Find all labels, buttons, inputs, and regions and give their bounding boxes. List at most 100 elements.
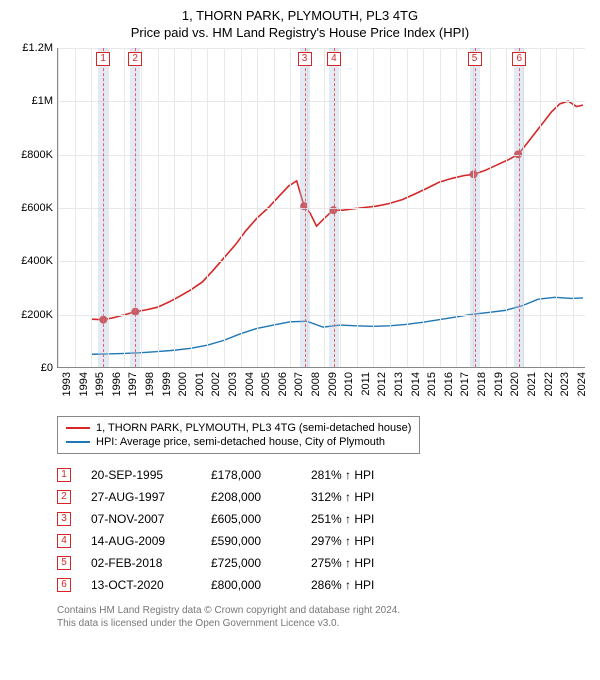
x-axis-label: 2013 [393,372,405,396]
gridline-v [274,48,275,367]
y-axis-label: £600K [15,202,53,214]
gridline-v [456,48,457,367]
x-axis-label: 1993 [61,372,73,396]
chart-area: 123456 £0£200K£400K£600K£800K£1M£1.2M199… [15,48,585,408]
x-axis-label: 2012 [376,372,388,396]
chart-subtitle: Price paid vs. HM Land Registry's House … [15,25,585,40]
x-axis-label: 1996 [111,372,123,396]
x-axis-label: 1997 [127,372,139,396]
x-axis-label: 2016 [443,372,455,396]
gridline-v [506,48,507,367]
transaction-number-box: 6 [57,578,71,592]
footer: Contains HM Land Registry data © Crown c… [57,604,585,630]
gridline-v [490,48,491,367]
y-axis-label: £400K [15,255,53,267]
transaction-date: 20-SEP-1995 [91,468,191,482]
gridline-v [357,48,358,367]
x-axis-label: 2018 [476,372,488,396]
y-axis-label: £0 [15,362,53,374]
transaction-pct: 286% ↑ HPI [311,578,411,592]
transaction-dash [135,48,136,367]
transaction-marker-1: 1 [96,52,110,66]
transaction-price: £208,000 [211,490,291,504]
legend-label-property: 1, THORN PARK, PLYMOUTH, PL3 4TG (semi-d… [96,422,411,434]
gridline-v [423,48,424,367]
transaction-date: 14-AUG-2009 [91,534,191,548]
gridline-v [124,48,125,367]
legend-swatch-hpi [66,441,90,443]
y-axis-label: £1M [15,95,53,107]
x-axis-label: 2006 [277,372,289,396]
transaction-date: 13-OCT-2020 [91,578,191,592]
gridline-v [573,48,574,367]
transaction-row: 307-NOV-2007£605,000251% ↑ HPI [57,508,585,530]
legend-item-property: 1, THORN PARK, PLYMOUTH, PL3 4TG (semi-d… [66,421,411,435]
x-axis-label: 2019 [493,372,505,396]
transaction-price: £178,000 [211,468,291,482]
x-axis-label: 1999 [161,372,173,396]
x-axis-label: 2008 [310,372,322,396]
x-axis-label: 2015 [426,372,438,396]
y-axis-label: £1.2M [15,42,53,54]
transaction-pct: 312% ↑ HPI [311,490,411,504]
gridline-v [58,48,59,367]
transaction-row: 502-FEB-2018£725,000275% ↑ HPI [57,552,585,574]
transaction-pct: 275% ↑ HPI [311,556,411,570]
transaction-number-box: 5 [57,556,71,570]
x-axis-label: 1994 [78,372,90,396]
gridline-v [407,48,408,367]
transaction-row: 4 14-AUG-2009 £590,000 297% ↑ HPI [57,530,585,552]
gridline-v [257,48,258,367]
transactions-table: 120-SEP-1995£178,000281% ↑ HPI227-AUG-19… [57,464,585,596]
legend-swatch-property [66,427,90,429]
transaction-date: 02-FEB-2018 [91,556,191,570]
transaction-price: £605,000 [211,512,291,526]
x-axis-label: 1995 [94,372,106,396]
chart-container: 1, THORN PARK, PLYMOUTH, PL3 4TG Price p… [0,0,600,680]
x-axis-label: 2017 [459,372,471,396]
transaction-date: 27-AUG-1997 [91,490,191,504]
gridline-v [91,48,92,367]
transaction-number-box: 3 [57,512,71,526]
transaction-marker-4: 4 [327,52,341,66]
x-axis-label: 2007 [293,372,305,396]
transaction-price: £590,000 [211,534,291,548]
gridline-v [224,48,225,367]
x-axis-label: 2009 [327,372,339,396]
transaction-marker-6: 6 [512,52,526,66]
transaction-marker-2: 2 [128,52,142,66]
transaction-pct: 281% ↑ HPI [311,468,411,482]
gridline-v [340,48,341,367]
gridline-v [207,48,208,367]
legend-item-hpi: HPI: Average price, semi-detached house,… [66,435,411,449]
x-axis-label: 2023 [559,372,571,396]
x-axis-label: 2010 [343,372,355,396]
x-axis-label: 2002 [210,372,222,396]
transaction-dash [334,48,335,367]
y-axis-label: £800K [15,149,53,161]
transaction-number-box: 2 [57,490,71,504]
transaction-date: 07-NOV-2007 [91,512,191,526]
transaction-dash [519,48,520,367]
gridline-v [158,48,159,367]
x-axis-label: 2000 [177,372,189,396]
transaction-marker-3: 3 [298,52,312,66]
gridline-v [373,48,374,367]
transaction-dash [103,48,104,367]
x-axis-label: 2014 [410,372,422,396]
transaction-row: 2 27-AUG-1997 £208,000 312% ↑ HPI [57,486,585,508]
transaction-dash [475,48,476,367]
x-axis-label: 2020 [509,372,521,396]
x-axis-label: 2004 [244,372,256,396]
x-axis-label: 2011 [360,372,372,396]
gridline-v [556,48,557,367]
transaction-row: 120-SEP-1995£178,000281% ↑ HPI [57,464,585,486]
title-block: 1, THORN PARK, PLYMOUTH, PL3 4TG Price p… [15,8,585,40]
x-axis-label: 2005 [260,372,272,396]
legend: 1, THORN PARK, PLYMOUTH, PL3 4TG (semi-d… [57,416,420,454]
transaction-marker-5: 5 [468,52,482,66]
transaction-price: £800,000 [211,578,291,592]
transaction-number-box: 4 [57,534,71,548]
gridline-v [390,48,391,367]
transaction-pct: 297% ↑ HPI [311,534,411,548]
